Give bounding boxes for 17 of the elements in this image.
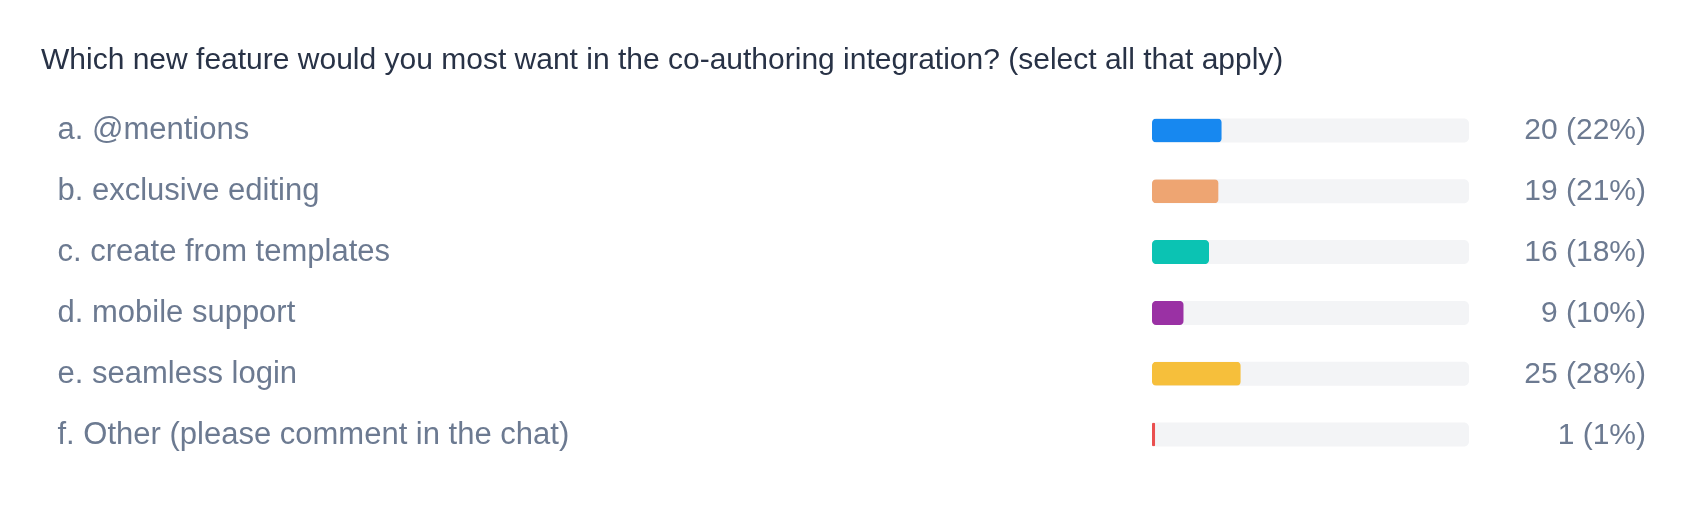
y-tick-label: f. Other (please comment in the chat)	[57, 415, 570, 451]
data-label: 1 (1%)	[1557, 416, 1646, 450]
bar	[1152, 179, 1219, 204]
data-label: 9 (10%)	[1540, 294, 1646, 328]
data-label: 16 (18%)	[1524, 234, 1646, 268]
y-tick-label: b. exclusive editing	[57, 172, 320, 208]
y-tick-label: c. create from templates	[57, 233, 391, 269]
bar	[1152, 118, 1222, 143]
y-tick-label: a. @mentions	[57, 111, 250, 147]
data-label: 19 (21%)	[1524, 173, 1646, 207]
text: Which new feature would you most want in the co-authoring integration? (select all that apply)	[41, 42, 1284, 75]
y-tick-label: e. seamless login	[57, 354, 298, 390]
bar	[1152, 300, 1184, 325]
y-tick-label: d. mobile support	[57, 293, 296, 329]
bar	[1152, 240, 1210, 265]
data-label: 25 (28%)	[1524, 355, 1646, 389]
data-label: 20 (22%)	[1524, 112, 1646, 146]
